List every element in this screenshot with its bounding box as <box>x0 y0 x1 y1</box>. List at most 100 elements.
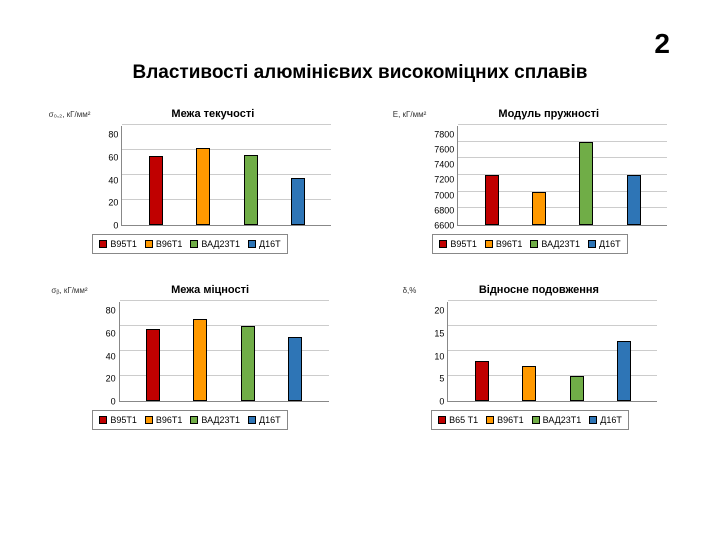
legend-swatch <box>145 416 153 424</box>
chart-block: σ₀,₂, кГ/мм² Межа текучості 0 20 40 60 80 В95Т1… <box>40 108 340 254</box>
legend-swatch <box>99 416 107 424</box>
legend-label: Д16Т <box>259 239 281 249</box>
bar <box>196 148 210 226</box>
y-tick: 0 <box>92 398 116 407</box>
legend-item: В95Т1 <box>99 415 137 425</box>
y-tick: 80 <box>92 307 116 316</box>
legend-item: В96Т1 <box>486 415 524 425</box>
y-tick: 20 <box>94 199 118 208</box>
chart-block: σᵦ, кГ/мм² Межа міцності 020406080 В95Т1 В96… <box>40 284 340 430</box>
y-axis-label: σ₀,₂, кГ/мм² <box>49 108 91 119</box>
y-tick: 5 <box>420 375 444 384</box>
bar <box>522 366 536 401</box>
bar <box>149 156 163 225</box>
legend-label: Д16Т <box>259 415 281 425</box>
bar <box>579 142 593 225</box>
legend-swatch <box>99 240 107 248</box>
legend-label: ВАД23Т1 <box>201 415 240 425</box>
y-axis-label: σᵦ, кГ/мм² <box>51 284 87 295</box>
y-ticks: 020406080 <box>94 126 118 226</box>
bar <box>570 376 584 401</box>
legend: В65 Т1 В96Т1 ВАД23Т1 Д16Т <box>431 410 629 430</box>
y-tick: 6600 <box>430 221 454 230</box>
y-tick: 80 <box>94 131 118 140</box>
legend-item: Д16Т <box>248 415 281 425</box>
y-tick: 40 <box>94 176 118 185</box>
bar <box>146 329 160 402</box>
bar <box>193 319 207 402</box>
charts-grid: σ₀,₂, кГ/мм²Межа текучості020406080В95Т1… <box>40 108 680 430</box>
plot-area <box>457 126 667 226</box>
bar <box>627 175 641 225</box>
bar <box>485 175 499 225</box>
legend-item: ВАД23Т1 <box>530 239 580 249</box>
legend-label: В95Т1 <box>110 239 137 249</box>
legend-swatch <box>190 416 198 424</box>
legend-item: Д16Т <box>589 415 622 425</box>
y-tick: 7000 <box>430 191 454 200</box>
legend-item: В95Т1 <box>99 239 137 249</box>
y-tick: 7600 <box>430 146 454 155</box>
y-tick: 6800 <box>430 206 454 215</box>
legend-item: ВАД23Т1 <box>190 415 240 425</box>
y-ticks: 020406080 <box>92 302 116 402</box>
bar <box>475 361 489 401</box>
legend-swatch <box>530 240 538 248</box>
y-tick: 7800 <box>430 131 454 140</box>
legend: В95Т1 В96Т1 ВАД23Т1 Д16Т <box>432 234 627 254</box>
chart-block: Е, кГ/мм² Модуль пружності 6600 6800 7000 720… <box>380 108 680 254</box>
y-tick: 7200 <box>430 176 454 185</box>
legend-swatch <box>190 240 198 248</box>
y-ticks: 6600680070007200740076007800 <box>430 126 454 226</box>
plot-area <box>119 302 329 402</box>
bar <box>244 155 258 225</box>
y-tick: 40 <box>92 352 116 361</box>
y-tick: 60 <box>94 153 118 162</box>
legend-label: В96Т1 <box>496 239 523 249</box>
bar <box>288 337 302 401</box>
legend-item: В95Т1 <box>439 239 477 249</box>
legend-label: В95Т1 <box>450 239 477 249</box>
y-axis-label: Е, кГ/мм² <box>393 108 427 119</box>
bar <box>241 326 255 401</box>
legend-label: ВАД23Т1 <box>543 415 582 425</box>
y-tick: 15 <box>420 329 444 338</box>
legend-item: В96Т1 <box>145 415 183 425</box>
legend-swatch <box>145 240 153 248</box>
y-ticks: 05101520 <box>420 302 444 402</box>
legend-label: В96Т1 <box>156 239 183 249</box>
chart-title: Відносне подовження <box>479 284 599 296</box>
legend-swatch <box>589 416 597 424</box>
legend: В95Т1 В96Т1 ВАД23Т1 Д16Т <box>92 410 287 430</box>
legend-label: Д16Т <box>600 415 622 425</box>
chart-title: Межа текучості <box>171 108 254 120</box>
legend-item: В96Т1 <box>485 239 523 249</box>
y-tick: 20 <box>420 307 444 316</box>
legend-item: ВАД23Т1 <box>190 239 240 249</box>
plot-area <box>121 126 331 226</box>
legend-label: В96Т1 <box>497 415 524 425</box>
legend-swatch <box>438 416 446 424</box>
bar <box>617 341 631 401</box>
legend-label: В96Т1 <box>156 415 183 425</box>
y-tick: 0 <box>94 222 118 231</box>
legend-item: В65 Т1 <box>438 415 478 425</box>
bar <box>532 192 546 225</box>
legend-swatch <box>532 416 540 424</box>
plot-area <box>447 302 657 402</box>
legend-swatch <box>588 240 596 248</box>
legend: В95Т1 В96Т1 ВАД23Т1 Д16Т <box>92 234 287 254</box>
legend-swatch <box>486 416 494 424</box>
legend-label: Д16Т <box>599 239 621 249</box>
legend-label: ВАД23Т1 <box>201 239 240 249</box>
legend-item: В96Т1 <box>145 239 183 249</box>
chart-block: δ,%Відносне подовження05101520В65 Т1В96Т… <box>380 284 680 430</box>
chart-title: Модуль пружності <box>498 108 599 120</box>
legend-item: Д16Т <box>588 239 621 249</box>
legend-swatch <box>248 240 256 248</box>
y-tick: 7400 <box>430 161 454 170</box>
chart-title: Межа міцності <box>171 284 249 296</box>
y-axis-label: δ,% <box>403 284 417 295</box>
bar <box>291 178 305 226</box>
legend-swatch <box>248 416 256 424</box>
